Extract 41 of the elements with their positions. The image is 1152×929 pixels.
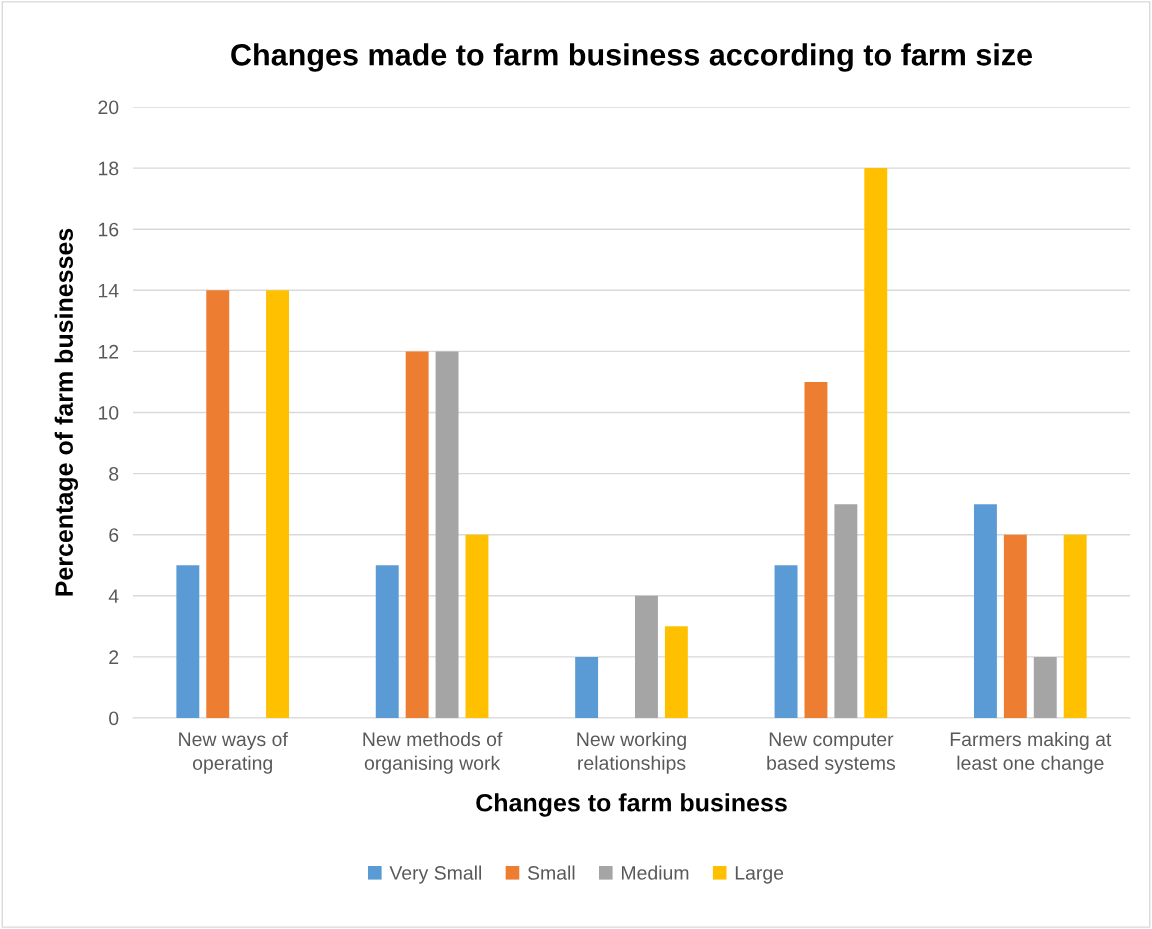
legend-label: Small bbox=[527, 865, 575, 880]
bar bbox=[864, 168, 888, 718]
y-tick-label: 6 bbox=[109, 528, 119, 542]
bar bbox=[1003, 534, 1027, 718]
bar bbox=[435, 351, 459, 718]
bar bbox=[634, 595, 658, 718]
x-tick-label: New computer based systems bbox=[767, 732, 896, 774]
chart-title: Changes made to farm business according to farm size bbox=[231, 43, 1033, 72]
bar bbox=[575, 656, 599, 718]
bar bbox=[664, 626, 688, 718]
y-axis-title: Percentage of farm businesses bbox=[54, 228, 79, 596]
bar bbox=[465, 534, 489, 718]
y-tick-label: 0 bbox=[109, 711, 119, 726]
legend-label: Large bbox=[735, 866, 784, 884]
bar bbox=[1033, 656, 1057, 718]
bar bbox=[405, 351, 429, 718]
y-tick-label: 4 bbox=[108, 589, 119, 603]
bar bbox=[774, 565, 798, 718]
y-tick-label: 8 bbox=[109, 467, 119, 481]
y-tick-label: 2 bbox=[109, 650, 119, 664]
bar bbox=[804, 381, 828, 718]
y-tick-label: 16 bbox=[98, 222, 119, 237]
x-tick-label: New methods of organising work bbox=[363, 731, 503, 774]
bar bbox=[206, 290, 230, 718]
y-tick-label: 14 bbox=[98, 283, 119, 298]
legend-label: Medium bbox=[621, 865, 689, 880]
x-tick-label: New working relationships bbox=[577, 731, 686, 774]
x-tick-label: Farmers making at least one change bbox=[950, 731, 1112, 774]
bar bbox=[266, 290, 290, 718]
y-tick-label: 12 bbox=[98, 344, 119, 359]
y-tick-label: 20 bbox=[98, 100, 119, 115]
bar bbox=[834, 504, 858, 718]
x-axis-title: Changes to farm business bbox=[476, 793, 787, 817]
legend-label: Very Small bbox=[389, 865, 482, 884]
bar bbox=[176, 565, 200, 718]
y-tick-label: 18 bbox=[98, 161, 119, 176]
bar bbox=[973, 504, 997, 718]
y-tick-label: 10 bbox=[98, 405, 119, 420]
bar bbox=[375, 565, 399, 718]
bar bbox=[1063, 534, 1087, 718]
x-tick-label: New ways of operating bbox=[179, 731, 288, 774]
